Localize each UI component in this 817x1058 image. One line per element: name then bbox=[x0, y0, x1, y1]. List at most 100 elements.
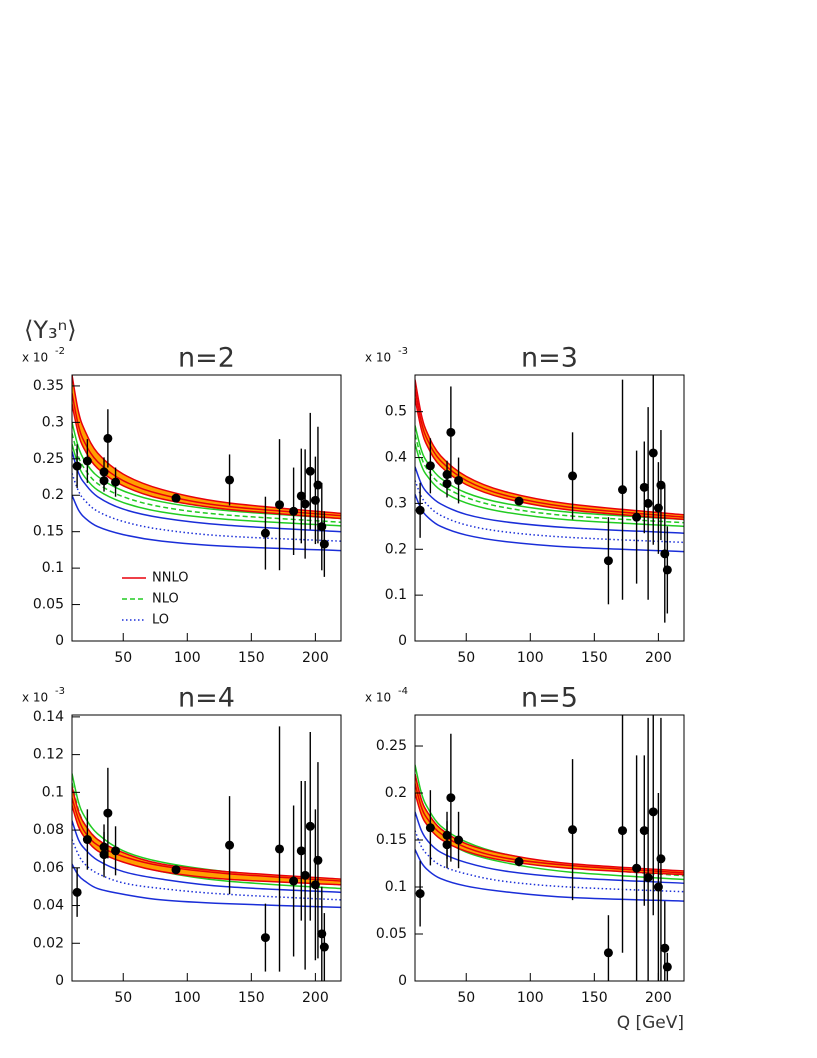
panel-title: n=2 bbox=[178, 343, 235, 374]
data-point bbox=[632, 512, 642, 522]
data-point bbox=[514, 496, 524, 506]
plot-area bbox=[72, 726, 341, 981]
data-point bbox=[319, 942, 329, 952]
plot-area bbox=[415, 715, 684, 981]
y-tick-label: 0.04 bbox=[33, 898, 64, 914]
data-point bbox=[514, 857, 524, 867]
band-edge bbox=[415, 466, 684, 534]
data-point bbox=[660, 943, 670, 953]
data-point bbox=[446, 427, 456, 437]
data-point bbox=[454, 475, 464, 485]
x-tick-label: 100 bbox=[517, 650, 544, 666]
legend-label: LO bbox=[152, 613, 169, 628]
data-point bbox=[319, 539, 329, 549]
x-tick-label: 150 bbox=[238, 990, 265, 1006]
x-tick-label: 50 bbox=[114, 990, 132, 1006]
y-tick-label: 0 bbox=[55, 973, 64, 989]
data-point bbox=[425, 823, 435, 833]
y-tick-label: 0.05 bbox=[376, 926, 407, 942]
central-curve bbox=[72, 473, 341, 542]
data-point bbox=[296, 846, 306, 856]
data-point bbox=[305, 466, 315, 476]
y-multiplier: x 10 bbox=[22, 691, 48, 705]
y-tick-label: 0.2 bbox=[385, 541, 407, 557]
data-point bbox=[260, 933, 270, 943]
data-point bbox=[568, 471, 578, 481]
data-point bbox=[446, 793, 456, 803]
x-tick-label: 200 bbox=[645, 650, 672, 666]
central-curve bbox=[415, 480, 684, 544]
data-point bbox=[225, 475, 235, 485]
data-point bbox=[300, 870, 310, 880]
y-tick-label: 0.2 bbox=[385, 785, 407, 801]
data-point bbox=[656, 480, 666, 490]
data-point bbox=[289, 506, 299, 516]
x-tick-label: 100 bbox=[174, 650, 201, 666]
data-point bbox=[618, 485, 628, 495]
data-point bbox=[454, 835, 464, 845]
y-tick-label: 0 bbox=[55, 633, 64, 649]
data-point bbox=[415, 505, 425, 515]
panel-title: n=3 bbox=[521, 343, 578, 374]
plot-area bbox=[415, 375, 684, 623]
y-multiplier-exponent: -3 bbox=[55, 686, 65, 697]
data-point bbox=[313, 480, 323, 490]
y-tick-label: 0.5 bbox=[385, 404, 407, 420]
plot-frame bbox=[71, 374, 342, 642]
data-point bbox=[632, 863, 642, 873]
y-tick-label: 0.3 bbox=[385, 495, 407, 511]
data-point bbox=[99, 842, 109, 852]
data-point bbox=[618, 826, 628, 836]
x-tick-label: 50 bbox=[114, 650, 132, 666]
y-tick-label: 0.05 bbox=[33, 597, 64, 613]
band-edge bbox=[415, 849, 684, 902]
data-point bbox=[171, 493, 181, 503]
data-point bbox=[305, 821, 315, 831]
data-point bbox=[275, 500, 285, 510]
x-tick-label: 150 bbox=[581, 990, 608, 1006]
data-point bbox=[82, 456, 92, 466]
y-tick-label: 0.3 bbox=[42, 414, 64, 430]
data-point bbox=[82, 835, 92, 845]
central-curve bbox=[415, 434, 684, 524]
y-multiplier: x 10 bbox=[22, 351, 48, 365]
x-tick-label: 200 bbox=[302, 990, 329, 1006]
x-tick-label: 200 bbox=[302, 650, 329, 666]
data-point bbox=[639, 482, 649, 492]
band-edge bbox=[72, 494, 341, 552]
y-multiplier-exponent: -3 bbox=[398, 346, 408, 357]
data-point bbox=[99, 476, 109, 486]
y-multiplier-exponent: -4 bbox=[398, 686, 408, 697]
data-point bbox=[662, 565, 672, 575]
x-tick-label: 50 bbox=[457, 990, 475, 1006]
data-point bbox=[103, 433, 113, 443]
y-tick-label: 0.12 bbox=[33, 747, 64, 763]
band-edge bbox=[72, 451, 341, 533]
x-tick-label: 100 bbox=[174, 990, 201, 1006]
plot-frame bbox=[414, 374, 685, 642]
legend-label: NLO bbox=[152, 592, 179, 607]
data-point bbox=[260, 528, 270, 538]
data-point bbox=[425, 461, 435, 471]
data-point bbox=[603, 556, 613, 566]
x-tick-label: 100 bbox=[517, 990, 544, 1006]
y-tick-label: 0.06 bbox=[33, 860, 64, 876]
y-tick-label: 0.15 bbox=[33, 524, 64, 540]
data-point bbox=[648, 807, 658, 817]
data-point bbox=[603, 948, 613, 958]
data-point bbox=[643, 873, 653, 883]
y-tick-label: 0.08 bbox=[33, 822, 64, 838]
y-tick-label: 0.14 bbox=[33, 709, 64, 725]
data-point bbox=[171, 865, 181, 875]
y-tick-label: 0.35 bbox=[33, 378, 64, 394]
x-tick-label: 50 bbox=[457, 650, 475, 666]
data-point bbox=[275, 844, 285, 854]
data-point bbox=[415, 889, 425, 899]
y-tick-label: 0.1 bbox=[42, 784, 64, 800]
y-tick-label: 0.25 bbox=[376, 738, 407, 754]
y-tick-label: 0.02 bbox=[33, 935, 64, 951]
data-point bbox=[643, 498, 653, 508]
y-tick-label: 0.25 bbox=[33, 451, 64, 467]
x-tick-label: 200 bbox=[645, 990, 672, 1006]
